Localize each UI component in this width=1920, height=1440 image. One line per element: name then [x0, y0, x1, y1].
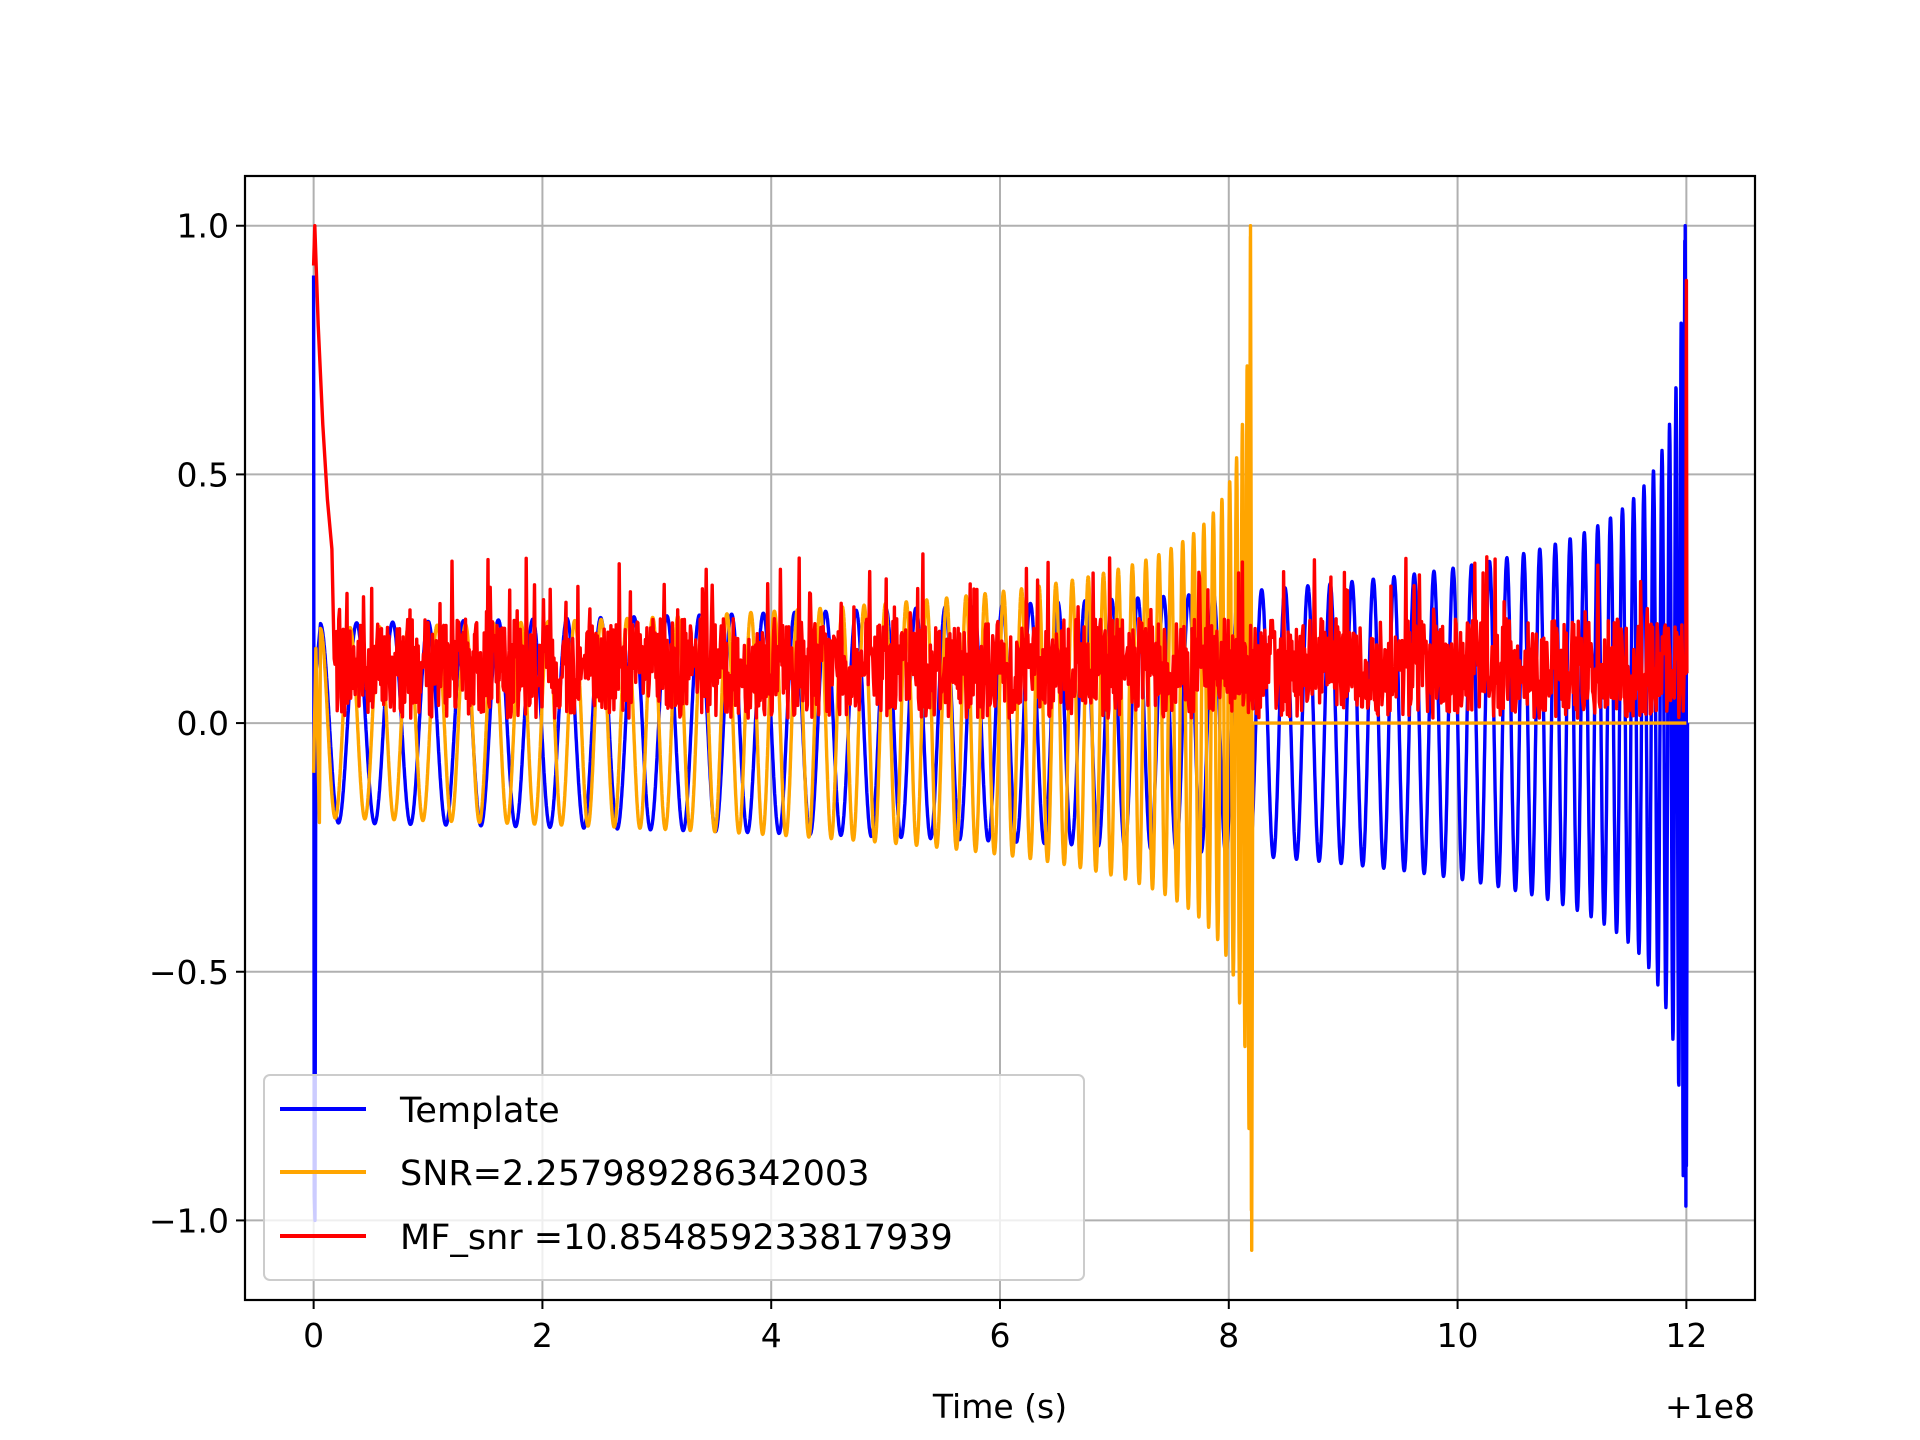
legend-label-mf-snr: MF_snr =10.854859233817939: [400, 1218, 953, 1258]
x-tick-label: 6: [990, 1316, 1011, 1355]
legend-label-template: Template: [399, 1091, 560, 1131]
ticks: 0 2 4 6 8 10 12 −1.0 −0.5 0.0 0.5 1.0: [149, 207, 1708, 1355]
x-tick-label: 2: [532, 1316, 553, 1355]
y-tick-label: −1.0: [149, 1201, 229, 1240]
y-tick-label: 1.0: [177, 207, 229, 246]
x-tick-label: 0: [303, 1316, 324, 1355]
y-tick-label: −0.5: [149, 953, 229, 992]
series-layer: [311, 224, 1690, 1252]
legend-box: [263, 1074, 1085, 1281]
series-snr-line: [311, 224, 1687, 1252]
x-tick-label: 10: [1437, 1316, 1479, 1355]
x-axis-label: Time (s): [932, 1387, 1067, 1426]
x-axis-offset-label: +1e8: [1665, 1387, 1755, 1426]
y-tick-label: 0.5: [177, 455, 229, 494]
x-tick-label: 8: [1218, 1316, 1239, 1355]
y-tick-label: 0.0: [177, 704, 229, 743]
x-tick-label: 12: [1665, 1316, 1707, 1355]
legend-label-snr: SNR=2.257989286342003: [400, 1154, 869, 1194]
legend: Template SNR=2.257989286342003 MF_snr =1…: [263, 1074, 1085, 1281]
series-mf-snr-line: [311, 224, 1689, 720]
x-tick-label: 4: [761, 1316, 782, 1355]
